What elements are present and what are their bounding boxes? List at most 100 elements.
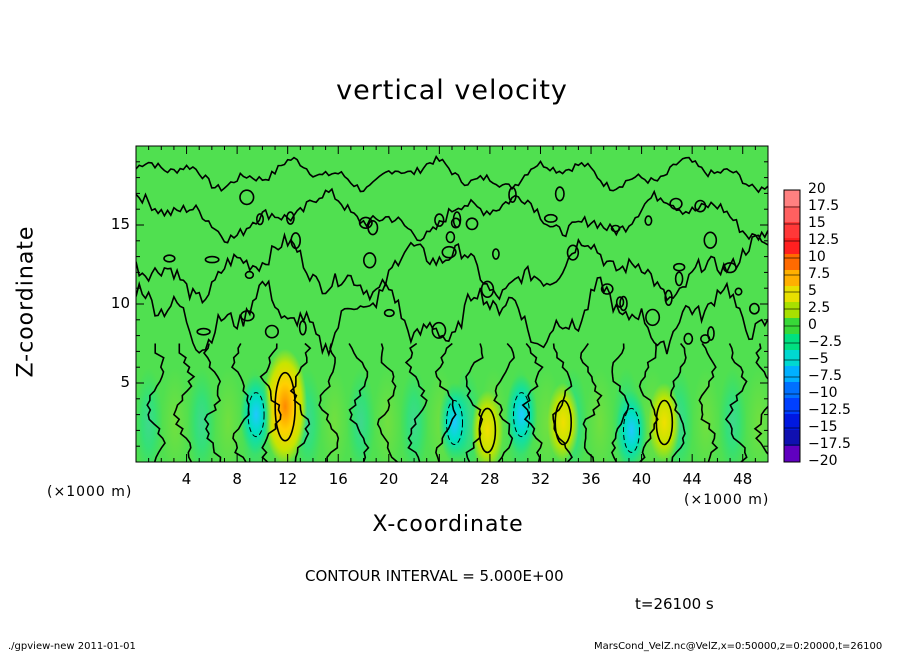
colorbar-segment xyxy=(784,414,800,431)
contour-blob xyxy=(255,213,264,226)
x-axis-label: X-coordinate xyxy=(372,512,524,537)
x-tick-label: 28 xyxy=(480,470,500,488)
contour-blob xyxy=(610,224,621,233)
x-tick-label: 4 xyxy=(181,470,192,488)
colorbar-tick-label: −7.5 xyxy=(808,368,842,384)
contour-blob xyxy=(645,308,661,327)
field-band xyxy=(745,367,768,462)
field-band xyxy=(585,367,614,462)
updraft-contour xyxy=(274,371,296,442)
colorbar-tick-label: −17.5 xyxy=(808,436,851,452)
downdraft-core xyxy=(438,382,471,462)
x-tick-label: 32 xyxy=(530,470,551,488)
x-tick-label: 40 xyxy=(632,470,652,488)
colorbar-segment xyxy=(784,366,800,383)
contour-blob xyxy=(508,186,517,203)
colorbar-tick-label: 2.5 xyxy=(808,300,831,316)
contour-blob xyxy=(600,283,614,295)
colorbar-segment xyxy=(784,350,800,367)
colorbar-tick-label: −12.5 xyxy=(808,402,851,418)
contour-blob xyxy=(163,254,176,263)
zero-contour-column xyxy=(318,343,340,462)
y-tick-label: 10 xyxy=(110,294,130,312)
contour-interval: CONTOUR INTERVAL = 5.000E+00 xyxy=(305,567,564,585)
contour-blob xyxy=(480,280,495,298)
zero-contour-column xyxy=(465,343,484,462)
zero-contour-column xyxy=(753,343,768,455)
downdraft-core xyxy=(615,390,648,462)
contour-blob xyxy=(699,334,711,344)
contour-blob xyxy=(683,332,694,345)
field-band xyxy=(346,367,375,462)
x-unit-right: (×1000 m) xyxy=(684,492,770,508)
zero-contour-column xyxy=(521,342,544,462)
colorbar-segment xyxy=(784,190,800,207)
colorbar-segment xyxy=(784,302,800,319)
zero-contour-column xyxy=(289,342,312,462)
zero-contour-column xyxy=(404,342,428,462)
contour-blob xyxy=(196,327,211,336)
colorbar-segment xyxy=(784,398,800,415)
field-band xyxy=(161,367,190,462)
contour-blob xyxy=(703,231,718,249)
colorbar-tick-label: −5 xyxy=(808,351,829,367)
zero-contour-column xyxy=(669,342,687,462)
downdraft-contour xyxy=(622,407,640,453)
x-tick-label: 16 xyxy=(328,470,348,488)
colorbar-segment xyxy=(784,206,800,223)
updraft-core xyxy=(471,390,504,462)
contour-blob xyxy=(431,321,447,339)
velocity-field xyxy=(136,146,768,462)
zero-contour-column xyxy=(493,342,515,462)
zero-contour-column xyxy=(259,343,282,462)
zero-contour-top xyxy=(136,154,768,194)
contour-blob xyxy=(707,326,715,341)
contour-blob xyxy=(674,271,684,287)
x-tick-label: 36 xyxy=(581,470,601,488)
zero-contour-column xyxy=(146,343,166,462)
time-label: t=26100 s xyxy=(635,595,714,613)
zero-contour-column xyxy=(230,343,250,462)
colorbar-tick-label: 15 xyxy=(808,215,826,231)
colorbar-segment xyxy=(784,446,800,463)
contour-blob xyxy=(358,216,373,230)
chart-title: vertical velocity xyxy=(336,75,568,106)
y-tick-marks xyxy=(136,161,768,447)
zero-contour-column xyxy=(348,343,370,462)
contour-blob xyxy=(664,289,673,306)
colorbar-tick-label: 5 xyxy=(808,283,817,299)
zero-contour-column xyxy=(172,343,196,462)
updraft-core xyxy=(547,382,580,462)
colorbar-tick-label: 17.5 xyxy=(808,198,840,214)
contour-blob xyxy=(672,262,686,272)
field-band xyxy=(214,367,243,462)
contour-blob xyxy=(465,217,479,231)
colorbar-tick-label: 10 xyxy=(808,249,826,265)
contour-blob xyxy=(441,245,457,259)
contour-blob xyxy=(204,255,220,264)
zero-contour-column xyxy=(434,342,457,462)
colorbar-segment xyxy=(784,286,800,303)
zero-contour-column xyxy=(552,343,573,462)
contour-blob xyxy=(445,231,456,244)
contour-blob xyxy=(298,320,307,336)
colorbar-segment xyxy=(784,334,800,351)
field-band xyxy=(136,367,163,462)
contour-blob xyxy=(264,324,280,339)
footer-left: ./gpview-new 2011-01-01 xyxy=(8,641,136,652)
zero-contour-upper xyxy=(136,187,768,244)
x-tick-label: 24 xyxy=(429,470,449,488)
colorbar-tick-label: −20 xyxy=(808,453,838,469)
colorbar-segment xyxy=(784,382,800,399)
contour-blob xyxy=(543,213,558,223)
zero-contour-column xyxy=(610,343,630,462)
downdraft-contour xyxy=(446,400,464,445)
contour-blob xyxy=(290,232,302,250)
contour-blob xyxy=(644,215,653,226)
contour-blob xyxy=(240,310,255,322)
contour-blob xyxy=(722,262,737,274)
zero-contour-column xyxy=(376,343,398,462)
downdraft-core xyxy=(240,374,273,455)
zero-contour-column xyxy=(579,343,603,462)
